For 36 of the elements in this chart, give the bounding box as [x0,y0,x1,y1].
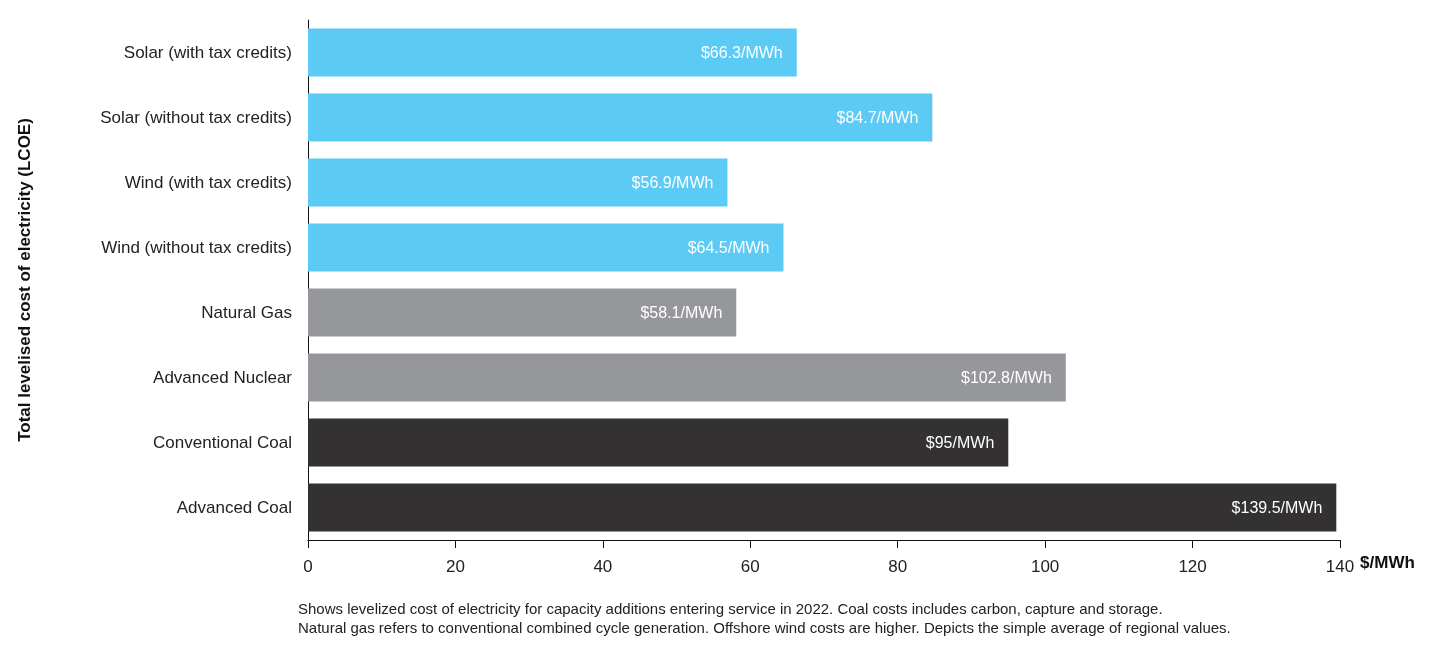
data-label: $56.9/MWh [631,174,714,191]
x-axis-title: $/MWh [1360,553,1415,572]
y-tick-label: Wind (with tax credits) [124,173,292,192]
bar [308,223,784,272]
text: Shows levelized cost of electricity for capacity additions entering service in 2022. Coal costs includes carbon, capture and storage. [298,600,1163,617]
y-tick-label: Advanced Nuclear [153,368,293,387]
x-tick-label: 140 [1325,557,1355,576]
x-tick-label: 60 [740,557,760,576]
bar [308,483,1337,532]
bar [308,93,933,142]
data-label: $95/MWh [925,434,995,451]
bar [308,418,1009,467]
x-tick-label: 100 [1030,557,1060,576]
data-label: $139.5/MWh [1231,499,1323,516]
bar [308,288,737,337]
data-label: $102.8/MWh [961,369,1052,386]
x-tick-label: 20 [445,557,465,576]
y-tick-label: Wind (without tax credits) [101,238,292,257]
x-tick-label: 120 [1178,557,1207,576]
y-tick-label: Solar (with tax credits) [123,43,292,62]
y-tick-label: Solar (without tax credits) [100,108,292,127]
data-label: $66.3/MWh [700,44,783,61]
y-axis-title: Total levelised cost of electricity (LCOE) [15,118,34,442]
data-label: $58.1/MWh [640,304,723,321]
bar [308,28,797,77]
x-tick-label: 0 [303,557,313,576]
y-tick-label: Conventional Coal [153,433,292,452]
text: Natural gas refers to conventional combined cycle generation. Offshore wind costs are higher. Depicts the simple average of regional values. [298,619,1231,636]
bar [308,158,728,207]
data-label: $64.5/MWh [687,239,770,256]
x-tick-label: 40 [593,557,613,576]
bar [308,353,1066,402]
y-tick-label: Natural Gas [201,303,292,322]
data-label: $84.7/MWh [836,109,919,126]
x-tick-label: 80 [888,557,908,576]
y-tick-label: Advanced Coal [176,498,292,517]
